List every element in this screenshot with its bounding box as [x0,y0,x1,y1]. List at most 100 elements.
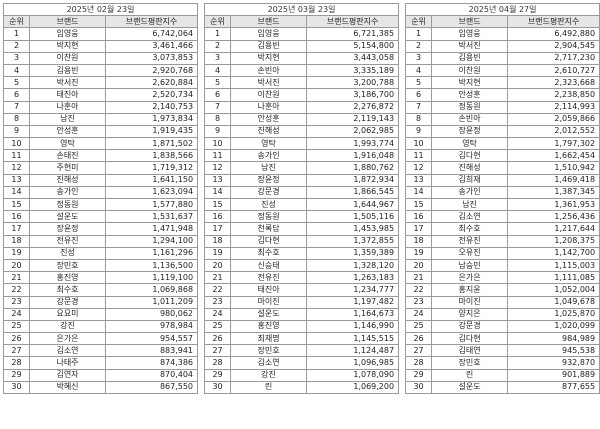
brand-cell: 나훈아 [230,100,308,114]
brand-cell: 주현미 [29,161,106,175]
table-row: 19 진성 1,161,296 [3,246,199,260]
brand-cell: 남진 [230,161,308,175]
index-header: 브랜드평판지수 [104,15,199,29]
brand-cell: 김소연 [230,356,308,370]
rank-cell: 11 [204,149,232,163]
index-cell: 1,025,870 [507,307,600,321]
rank-cell: 24 [3,307,30,321]
index-cell: 2,114,993 [507,100,600,114]
index-cell: 1,208,375 [507,234,600,248]
brand-cell: 장윤정 [29,222,106,236]
ranking-table-mar: 2025년 03월 23일 순위 브랜드 브랜드평판지수 1 임영웅 6,721,3… [204,2,400,395]
table-row: 10 영탁 1,993,774 [204,137,400,151]
table-row: 4 이찬원 2,610,727 [405,63,600,78]
rank-cell: 21 [204,271,232,285]
brand-cell: 김소연 [29,344,106,358]
table-row: 22 최수호 1,069,868 [3,283,199,297]
index-cell: 1,234,777 [306,283,400,297]
brand-cell: 정동원 [230,210,308,224]
index-cell: 1,973,834 [104,112,199,126]
index-cell: 1,866,545 [306,185,400,200]
rank-cell: 8 [204,112,232,126]
index-cell: 2,238,850 [507,88,600,102]
rank-cell: 19 [204,246,232,260]
table-row: 2 김용빈 5,154,800 [204,39,400,53]
brand-cell: 이찬원 [29,51,106,65]
rank-cell: 24 [204,307,232,321]
table-row: 25 강진 978,984 [3,319,199,334]
brand-cell: 이찬원 [431,63,509,78]
brand-cell: 정동원 [29,197,106,212]
rank-cell: 10 [204,137,232,151]
brand-cell: 강문경 [431,319,509,334]
rank-cell: 17 [405,222,433,236]
table-row: 25 홍진영 1,146,990 [204,319,400,334]
table-row: 14 강문경 1,866,545 [204,185,400,200]
index-cell: 1,256,436 [507,210,600,224]
brand-cell: 설운도 [29,210,106,224]
ranking-table-apr: 2025년 04월 27일 순위 브랜드 브랜드평판지수 1 임영웅 6,492,8… [405,2,600,395]
index-cell: 1,471,948 [104,222,199,236]
rank-cell: 22 [3,283,30,297]
index-cell: 1,623,094 [104,185,199,200]
rank-cell: 28 [3,356,30,370]
index-cell: 1,145,515 [306,332,400,346]
rank-cell: 9 [204,124,232,139]
index-cell: 5,154,800 [306,39,400,53]
rank-cell: 13 [405,173,433,187]
brand-cell: 태진아 [230,283,308,297]
index-cell: 1,838,566 [104,149,199,163]
index-cell: 2,119,143 [306,112,400,126]
table-row: 3 박지현 3,443,058 [204,51,400,65]
rank-cell: 27 [405,344,433,358]
index-cell: 3,186,700 [306,88,400,102]
rank-cell: 7 [204,100,232,114]
brand-cell: 손빈아 [431,112,509,126]
rank-cell: 1 [204,27,232,41]
brand-cell: 박서진 [230,76,308,90]
brand-cell: 최수호 [230,246,308,260]
rank-cell: 1 [3,27,30,41]
table-row: 12 진해성 1,510,942 [405,161,600,175]
brand-cell: 양지은 [431,307,509,321]
table-date: 2025년 04월 27일 [405,2,600,17]
table-row: 17 최수호 1,217,644 [405,222,600,236]
rank-cell: 2 [204,39,232,53]
rank-cell: 17 [3,222,30,236]
brand-cell: 장윤정 [230,173,308,187]
table-row: 16 설운도 1,531,637 [3,210,199,224]
rank-cell: 21 [405,271,433,285]
index-cell: 1,641,150 [104,173,199,187]
index-cell: 2,062,985 [306,124,400,139]
brand-cell: 린 [431,368,509,382]
index-cell: 1,020,099 [507,319,600,334]
brand-cell: 전유진 [431,234,509,248]
index-cell: 870,404 [104,368,199,382]
index-cell: 1,263,183 [306,271,400,285]
brand-cell: 영탁 [29,137,106,151]
index-cell: 1,161,296 [104,246,199,260]
rank-cell: 2 [405,39,433,53]
index-cell: 3,200,788 [306,76,400,90]
brand-cell: 진해성 [230,124,308,139]
brand-cell: 안성훈 [29,124,106,139]
table-row: 29 린 901,889 [405,368,600,382]
table-row: 7 정동원 2,114,993 [405,100,600,114]
table-row: 20 신승태 1,328,120 [204,258,400,273]
brand-cell: 손빈아 [230,63,308,78]
index-cell: 1,052,004 [507,283,600,297]
rank-cell: 16 [204,210,232,224]
rank-cell: 27 [3,344,30,358]
table-row: 30 설운도 877,655 [405,380,600,395]
rank-cell: 2 [3,39,30,53]
rank-cell: 5 [204,76,232,90]
index-cell: 954,557 [104,332,199,346]
brand-cell: 손태진 [29,149,106,163]
table-row: 8 남진 1,973,834 [3,112,199,126]
table-row: 21 홍진영 1,119,100 [3,271,199,285]
rank-cell: 3 [3,51,30,65]
table-row: 6 태진아 2,520,734 [3,88,199,102]
index-cell: 1,069,200 [306,380,400,395]
index-cell: 2,717,230 [507,51,600,65]
rank-cell: 11 [405,149,433,163]
